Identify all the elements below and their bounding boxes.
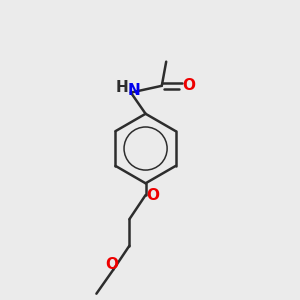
Text: N: N [128, 83, 140, 98]
Text: O: O [146, 188, 159, 202]
Text: H: H [116, 80, 128, 95]
Text: O: O [105, 257, 118, 272]
Text: O: O [183, 78, 196, 93]
